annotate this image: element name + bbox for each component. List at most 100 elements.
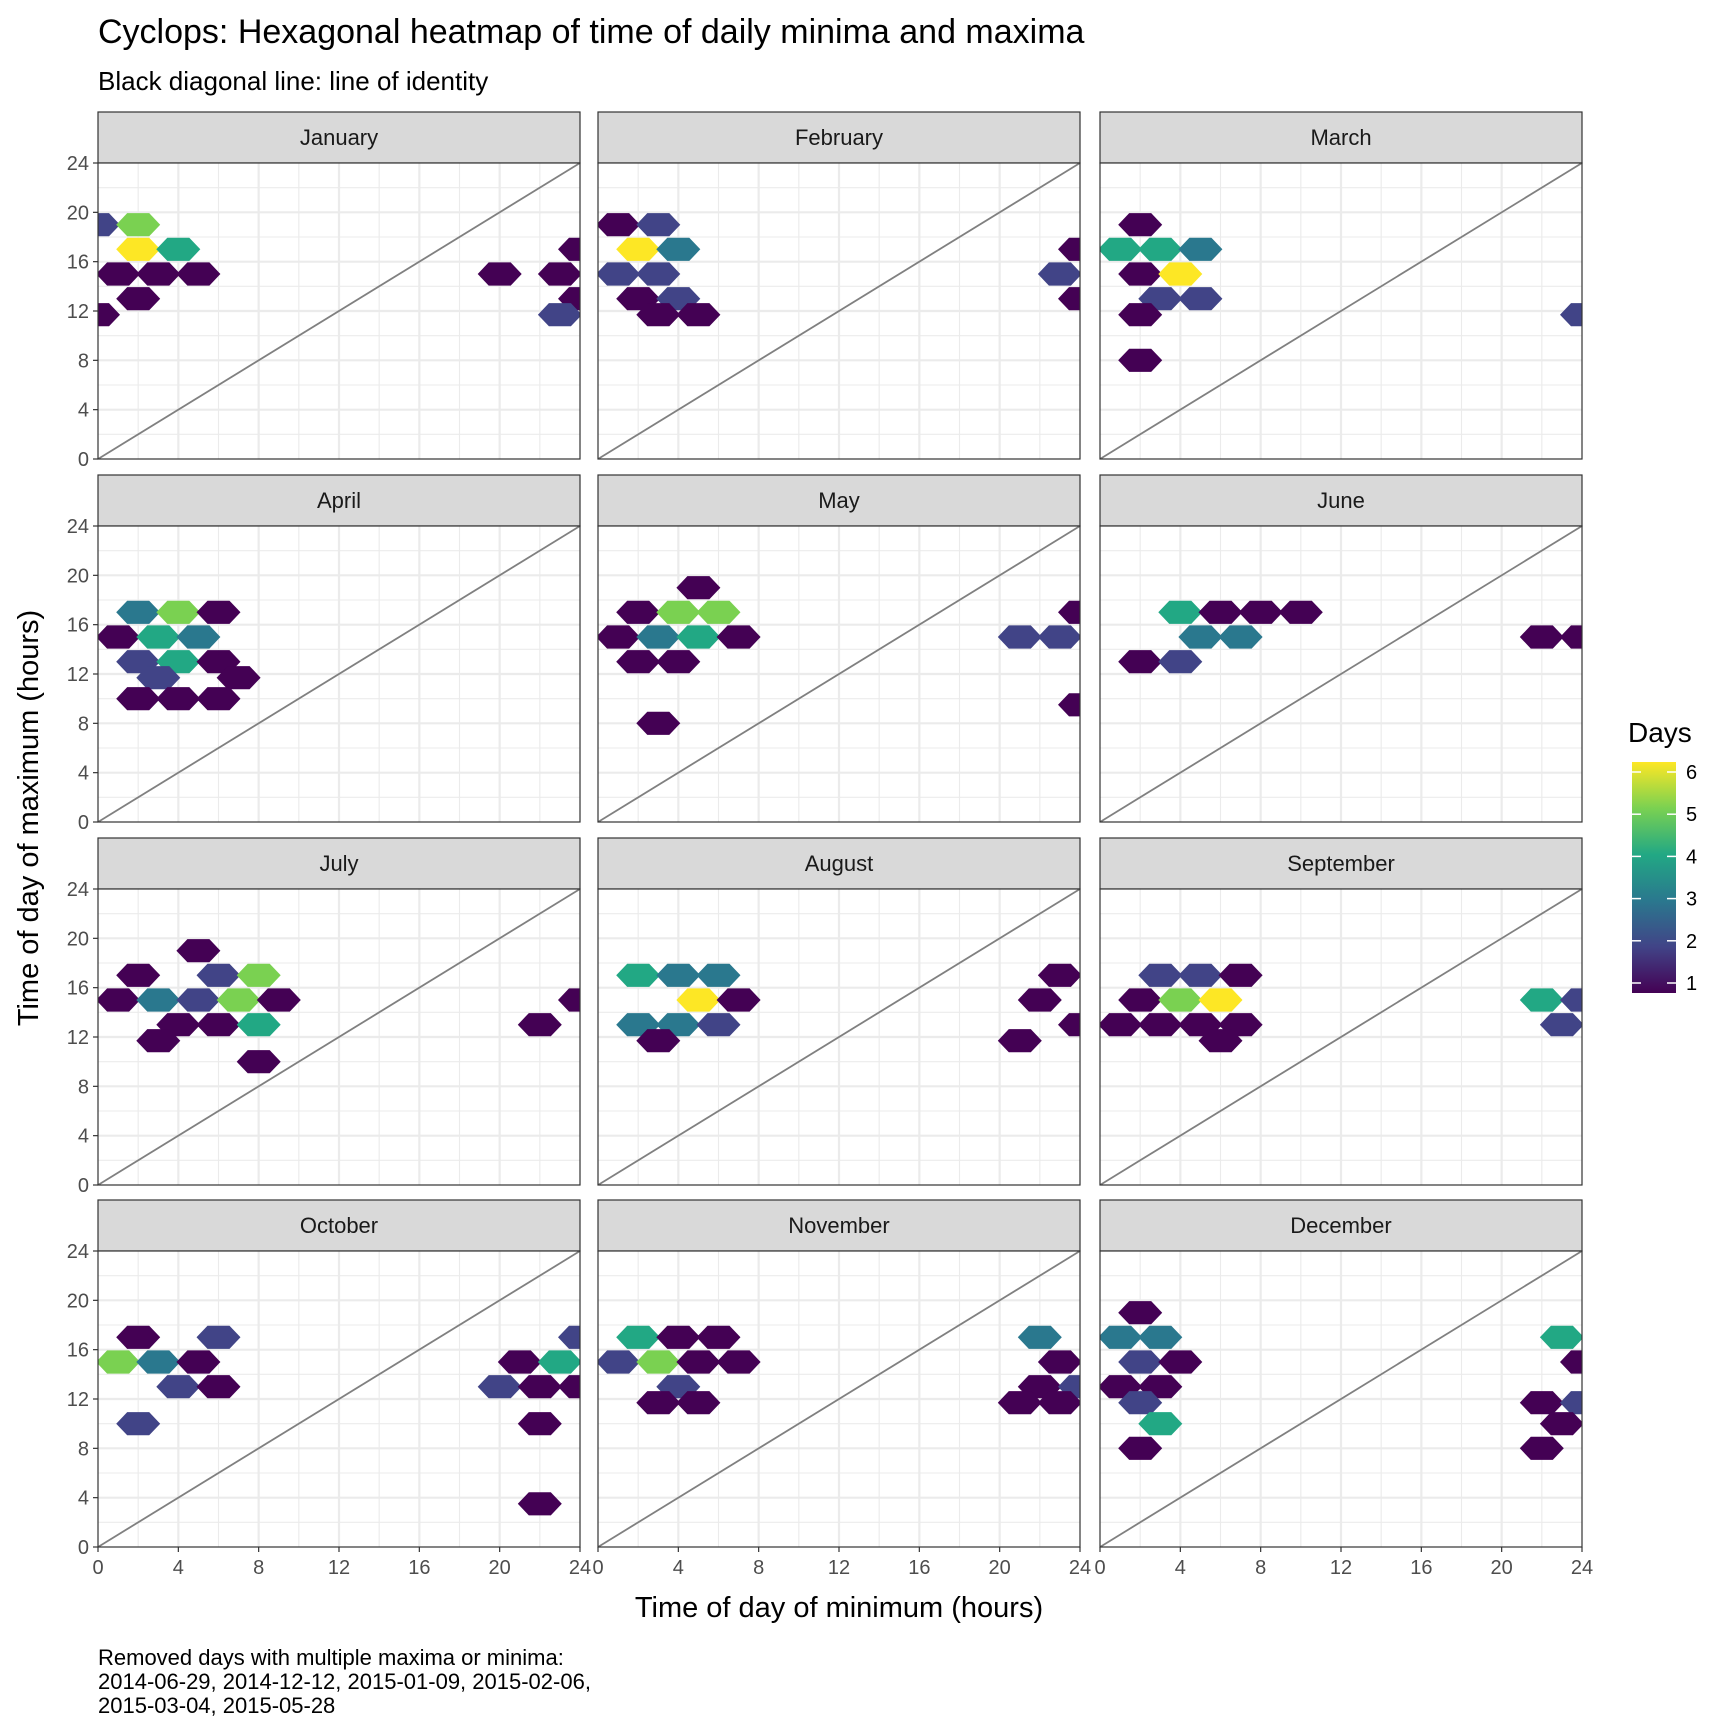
- hex-cell: [98, 988, 141, 1012]
- x-tick-label: 8: [753, 1557, 764, 1579]
- hex-cell: [1058, 287, 1080, 311]
- facet-strip: [97, 1199, 581, 1252]
- legend-label: 6: [1686, 762, 1697, 784]
- hex-cell: [196, 687, 241, 711]
- hex-cell: [116, 963, 161, 987]
- facet-strip: [1099, 474, 1583, 527]
- hex-cell: [176, 939, 221, 963]
- hex-cell: [116, 687, 161, 711]
- hex-cell: [98, 303, 120, 327]
- y-tick-label: 16: [67, 615, 89, 637]
- x-tick-label: 4: [1175, 1557, 1186, 1579]
- hex-cell: [616, 600, 661, 624]
- y-tick-label: 24: [67, 153, 89, 175]
- y-tick-label: 20: [67, 202, 89, 224]
- hex-cell: [1198, 1029, 1243, 1053]
- identity-line: [98, 163, 580, 459]
- hex-cell: [156, 237, 201, 261]
- hex-cells: [1100, 1301, 1582, 1460]
- hex-cell: [1218, 963, 1263, 987]
- identity-line: [1100, 526, 1582, 822]
- hex-cell: [676, 1391, 721, 1415]
- x-tick-label: 20: [1491, 1557, 1513, 1579]
- hex-cell: [1058, 600, 1080, 624]
- x-tick-label: 24: [1069, 1557, 1091, 1579]
- x-tick-label: 20: [989, 1557, 1011, 1579]
- grid-lines: [598, 163, 1080, 459]
- hex-cell: [1100, 1013, 1143, 1037]
- hex-cell: [636, 625, 681, 649]
- hex-cell: [558, 988, 580, 1012]
- hex-cell: [997, 1391, 1042, 1415]
- hex-cell: [156, 1375, 201, 1399]
- chart-subtitle: Black diagonal line: line of identity: [98, 66, 488, 96]
- hex-cell: [558, 237, 580, 261]
- panel-border: [597, 525, 1081, 823]
- facet-strip-label: January: [300, 125, 378, 150]
- facet-strip: [1099, 1199, 1583, 1252]
- facet-panel-october: October 0 4 8 12 16 20 24 0 4 8 12 16 20 24: [67, 1199, 591, 1579]
- hex-cell: [598, 213, 641, 237]
- hex-cell: [558, 1325, 580, 1349]
- legend-label: 5: [1686, 804, 1697, 826]
- facet-panel-april: April 0 4 8 12 16 20 24: [67, 474, 581, 834]
- hex-cell: [598, 262, 641, 286]
- facet-panel-december: December 0 4 8 12 16 20 24: [1094, 1199, 1593, 1579]
- y-tick-label: 4: [78, 1126, 89, 1148]
- hex-cell: [477, 262, 522, 286]
- hex-cell: [1138, 237, 1183, 261]
- hex-cell: [1560, 1350, 1582, 1374]
- hex-cell: [477, 1375, 522, 1399]
- hex-cell: [156, 687, 201, 711]
- x-tick-label: 24: [569, 1557, 591, 1579]
- hex-cell: [537, 303, 580, 327]
- identity-line: [98, 526, 580, 822]
- hex-cell: [1138, 1325, 1183, 1349]
- hex-cell: [497, 1350, 542, 1374]
- hex-cell: [696, 1013, 741, 1037]
- hex-cell: [236, 1050, 281, 1074]
- hex-cell: [1118, 1391, 1163, 1415]
- panel-border: [1099, 888, 1583, 1186]
- hex-cell: [1519, 1436, 1564, 1460]
- hex-cell: [1058, 693, 1080, 717]
- identity-line: [598, 1251, 1080, 1547]
- hex-cell: [1278, 600, 1323, 624]
- hex-cell: [517, 1013, 562, 1037]
- caption-line: 2014-06-29, 2014-12-12, 2015-01-09, 2015…: [98, 1669, 591, 1694]
- hex-cell: [716, 1350, 761, 1374]
- hex-cell: [98, 625, 141, 649]
- facet-panel-january: January 0 4 8 12 16 20 24: [67, 111, 581, 471]
- hex-cell: [636, 1029, 681, 1053]
- hex-cells: [98, 1325, 580, 1516]
- hex-cell: [1560, 303, 1582, 327]
- y-tick-label: 0: [78, 449, 89, 471]
- hex-cell: [1178, 287, 1223, 311]
- y-tick-label: 24: [67, 879, 89, 901]
- facet-strip: [597, 474, 1081, 527]
- legend-label: 2: [1686, 931, 1697, 953]
- facet-panel-march: March: [1099, 111, 1583, 460]
- hex-cell: [636, 1391, 681, 1415]
- hex-cell: [517, 1492, 562, 1516]
- hex-cell: [1560, 1391, 1582, 1415]
- x-tick-label: 12: [828, 1557, 850, 1579]
- hex-cell: [176, 262, 221, 286]
- hex-cell: [236, 1013, 281, 1037]
- legend-title: Days: [1628, 717, 1692, 748]
- hex-cell: [116, 600, 161, 624]
- hex-cell: [1138, 1013, 1183, 1037]
- hex-cell: [1158, 262, 1203, 286]
- x-tick-label: 16: [1410, 1557, 1432, 1579]
- x-axis-title: Time of day of minimum (hours): [635, 1592, 1043, 1624]
- identity-line: [1100, 1251, 1582, 1547]
- facet-panel-may: May: [597, 474, 1081, 823]
- color-legend: Days 1 2 3 4 5 6: [1628, 717, 1697, 995]
- facet-strip-label: October: [300, 1213, 378, 1238]
- y-tick-label: 8: [78, 350, 89, 372]
- facet-strip-label: May: [818, 488, 860, 513]
- panel-border: [1099, 525, 1583, 823]
- hex-cell: [1118, 303, 1163, 327]
- hex-cell: [1178, 963, 1223, 987]
